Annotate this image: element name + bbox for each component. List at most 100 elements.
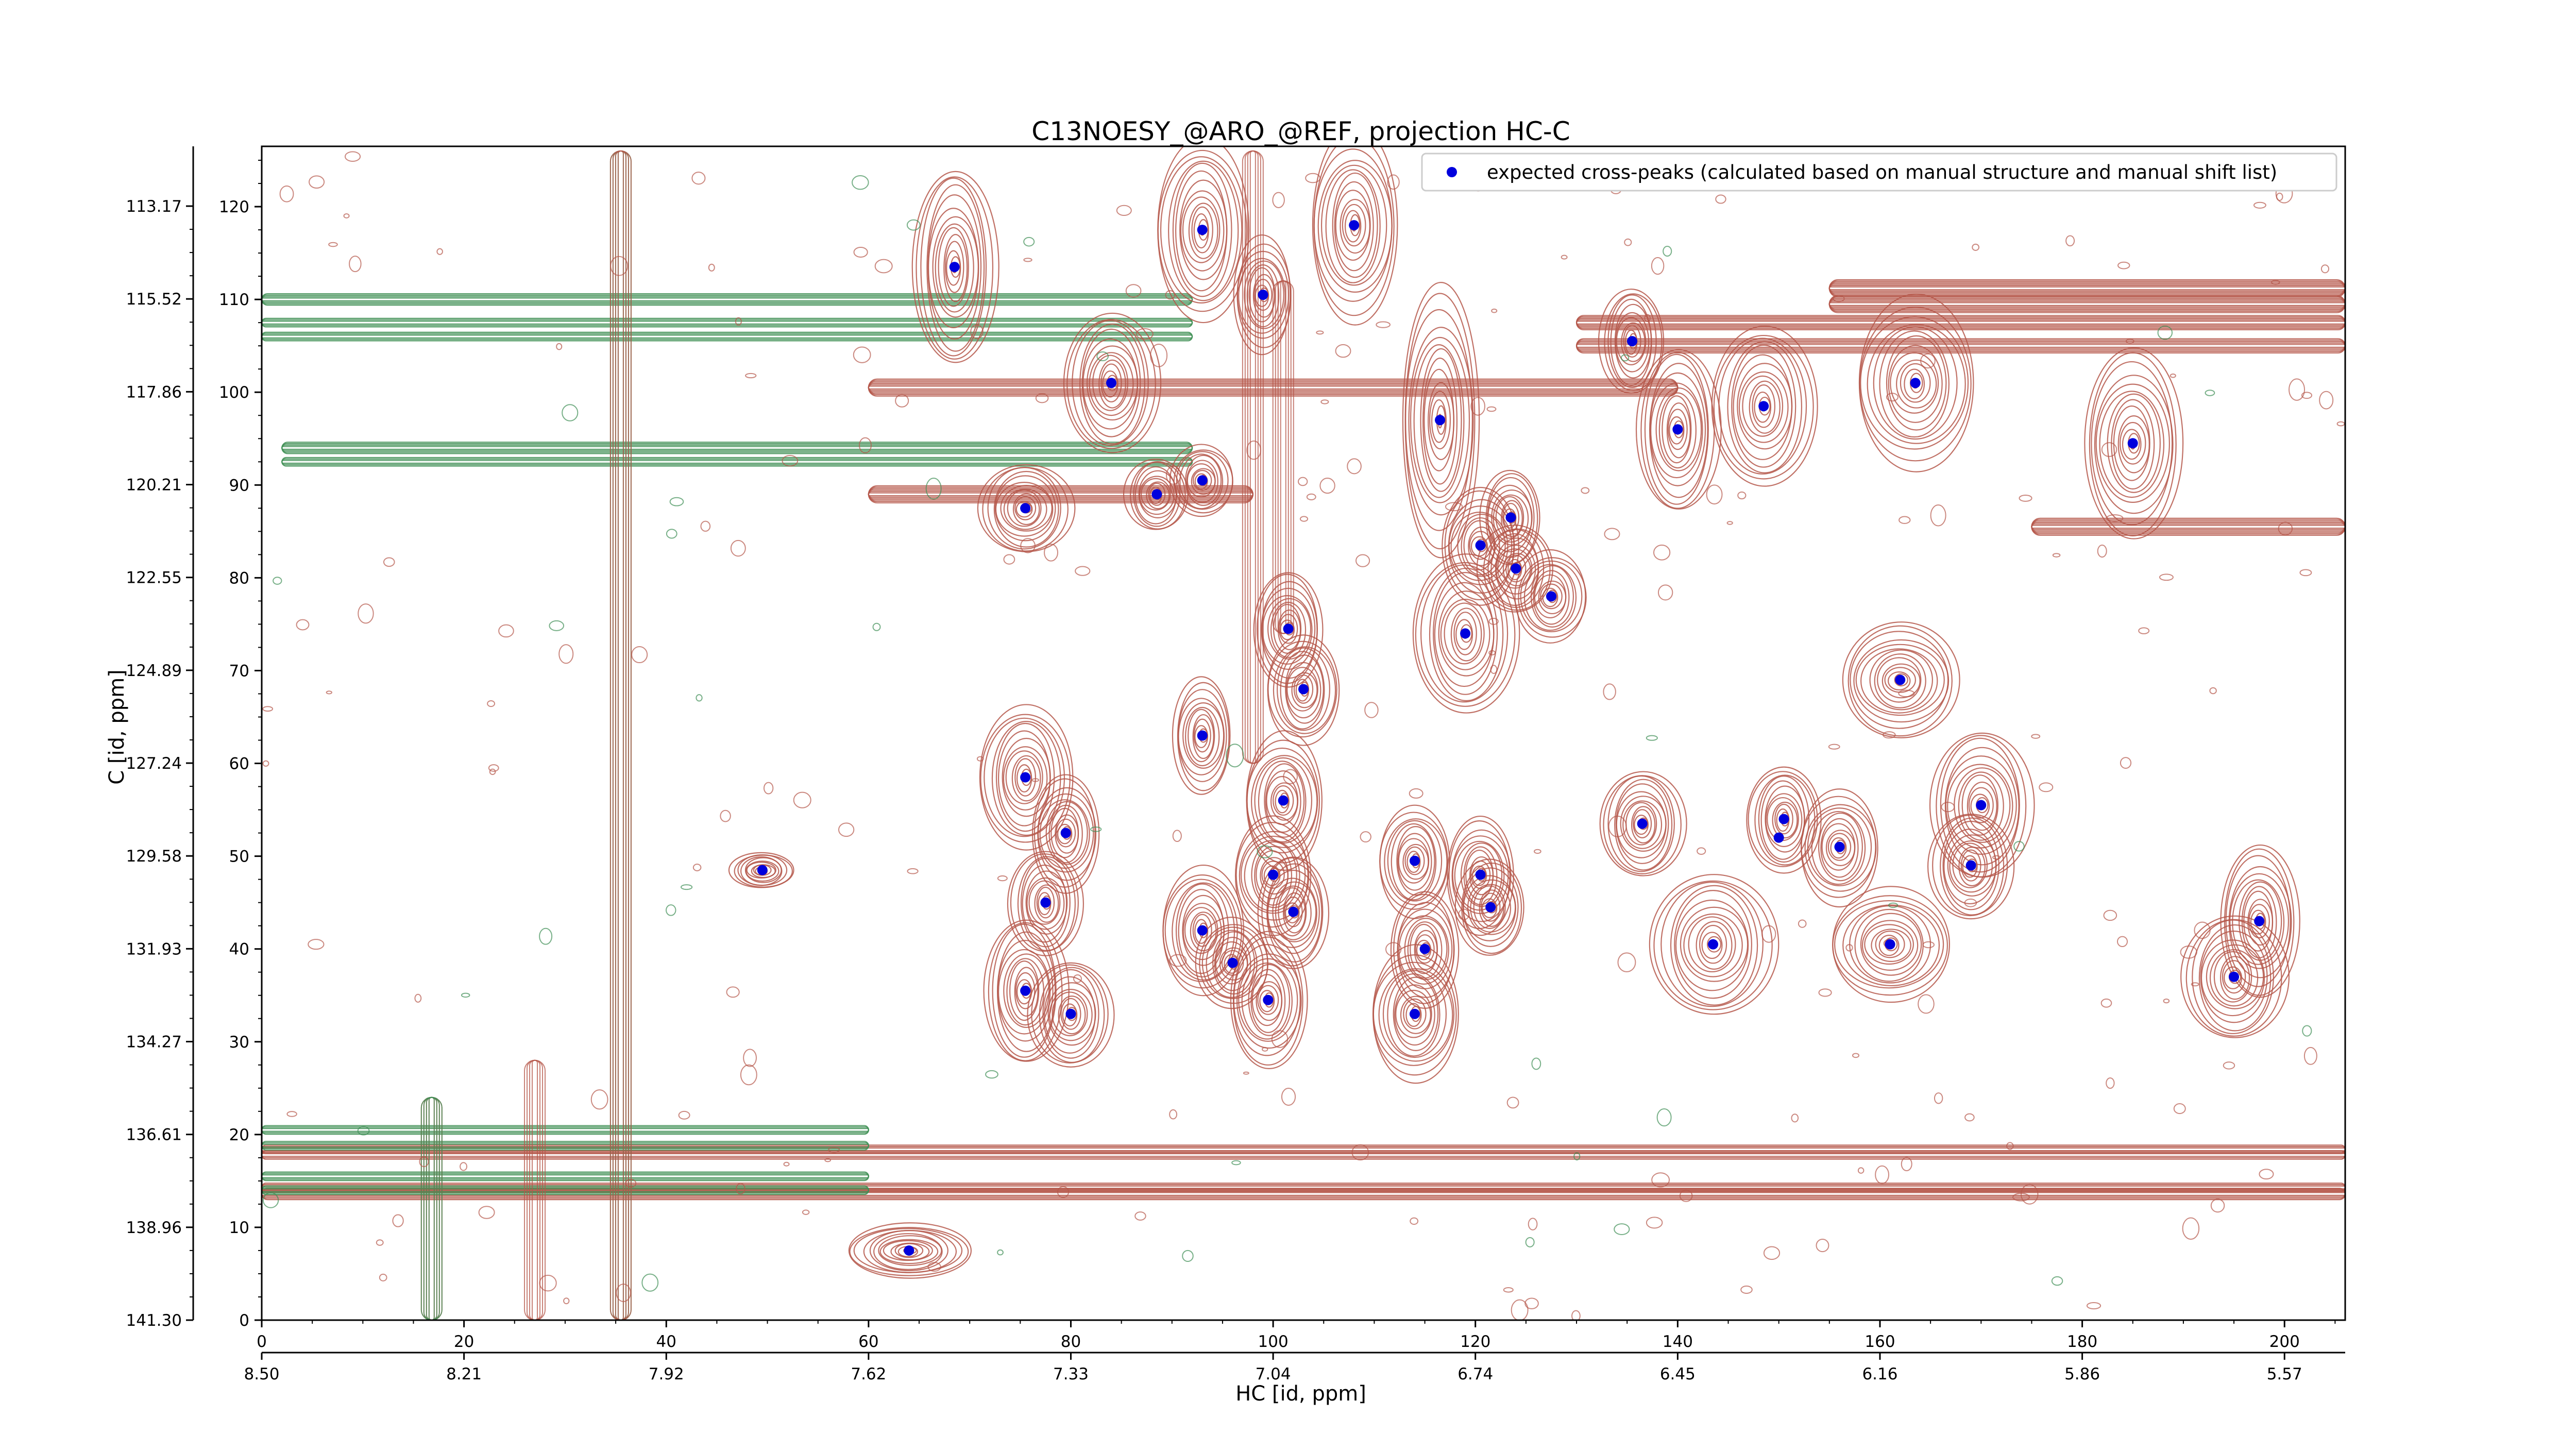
peak-contour [1248, 964, 1291, 1036]
noise-contour [2116, 936, 2128, 947]
cross-peak-marker [1283, 623, 1294, 634]
noise-contour [1898, 689, 1915, 698]
peak-contour [1246, 264, 1280, 328]
noise-contour [1486, 406, 1497, 412]
peak-contour [883, 1240, 933, 1261]
secondary-x-tick-label: 5.57 [2267, 1365, 2302, 1383]
peak-contour [1025, 870, 1068, 935]
peak-contour [1749, 380, 1781, 434]
peak-contour [1191, 206, 1213, 254]
cross-peak-marker [1627, 336, 1638, 347]
peak-contour [1711, 325, 1818, 487]
secondary-x-tick-label: 7.33 [1053, 1365, 1089, 1383]
peak-contour [1005, 750, 1043, 804]
peak-contour [1658, 392, 1697, 469]
noise-contour [1298, 477, 1308, 486]
secondary-x-tick-label: 7.04 [1256, 1365, 1291, 1383]
noise-contour [1044, 544, 1058, 562]
noise-contour [2120, 757, 2132, 769]
secondary-x-tick-label: 7.92 [649, 1365, 684, 1383]
noise-contour [1347, 458, 1362, 475]
positive-contour-band [262, 1192, 2345, 1196]
noise-contour [1972, 243, 1980, 251]
peak-contour [1603, 775, 1682, 874]
noise-contour [549, 620, 565, 631]
peak-contour [1026, 877, 1065, 930]
peak-contour [1387, 973, 1440, 1057]
noise-contour [641, 1273, 659, 1292]
noise-contour [349, 256, 362, 273]
noise-contour [1511, 1299, 1529, 1320]
noise-contour [1663, 245, 1672, 257]
peak-contour [1284, 896, 1303, 927]
peak-contour [1495, 496, 1524, 539]
noise-contour [1136, 328, 1154, 340]
noise-contour [2006, 1142, 2014, 1150]
peak-contour [1871, 929, 1911, 963]
noise-contour [1608, 815, 1627, 837]
peak-contour [1860, 913, 1922, 976]
peak-contour [1140, 478, 1171, 511]
noise-contour [874, 259, 893, 274]
peak-contour [1877, 657, 1922, 703]
noise-contour [309, 175, 325, 189]
peak-contour [1967, 781, 1997, 831]
positive-contour-band [262, 1185, 2345, 1190]
peak-contour [1250, 969, 1286, 1033]
peak-contour [1701, 932, 1723, 959]
peak-contour [2095, 383, 2170, 503]
secondary-x-tick-label: 8.50 [244, 1365, 279, 1383]
noise-contour [708, 263, 715, 272]
peak-contour [1251, 841, 1297, 908]
peak-contour [1190, 912, 1217, 952]
noise-contour [783, 1161, 790, 1167]
peak-contour [1194, 725, 1209, 748]
noise-contour [1020, 538, 1036, 553]
peak-contour [984, 717, 1065, 837]
y-tick-label: 50 [229, 848, 249, 866]
peak-contour [1180, 190, 1225, 272]
secondary-x-tick-label: 8.21 [446, 1365, 482, 1383]
noise-contour [692, 864, 702, 871]
peak-contour [1754, 391, 1772, 423]
peak-contour [1470, 884, 1512, 933]
peak-contour [1134, 466, 1177, 525]
peak-contour [1821, 823, 1856, 871]
peak-contour [1230, 931, 1308, 1069]
x-tick-label: 100 [1258, 1332, 1289, 1351]
cross-peak-marker [1197, 225, 1208, 235]
peak-contour [1614, 779, 1673, 871]
peak-contour [1942, 820, 1999, 910]
cross-peak-marker [757, 865, 768, 875]
x-tick-label: 180 [2067, 1332, 2097, 1351]
peak-contour [1246, 730, 1323, 871]
peak-contour [1382, 970, 1447, 1058]
cross-peak-marker [1040, 897, 1051, 908]
peak-contour [1060, 998, 1081, 1030]
noise-contour [997, 1249, 1004, 1256]
peak-contour [1193, 213, 1209, 249]
cross-peak-marker [1278, 795, 1289, 806]
secondary-y-tick-label: 134.27 [126, 1033, 182, 1052]
peak-contour [1139, 476, 1175, 515]
noise-contour [1506, 1096, 1519, 1109]
noise-contour [2173, 1103, 2186, 1115]
noise-contour [2125, 339, 2134, 344]
peak-contour [1238, 258, 1286, 334]
noise-contour [726, 986, 740, 998]
peak-contour [1832, 886, 1950, 1003]
noise-contour [1524, 1297, 1539, 1309]
cross-peak-marker [1409, 1008, 1420, 1019]
peak-contour [1194, 473, 1208, 490]
noise-contour [328, 242, 338, 247]
noise-contour [1651, 257, 1665, 275]
noise-contour [680, 884, 693, 890]
peak-contour [1342, 204, 1366, 247]
peak-contour [1615, 783, 1669, 864]
peak-contour [1453, 612, 1477, 655]
noise-contour [2031, 734, 2041, 739]
peak-contour [1900, 363, 1931, 403]
noise-contour [927, 1262, 941, 1272]
peak-contour [1758, 775, 1810, 863]
peak-contour [1257, 985, 1279, 1015]
